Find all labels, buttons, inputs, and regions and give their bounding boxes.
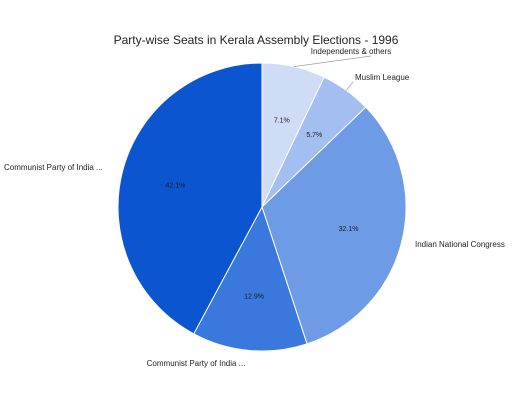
leader-line — [346, 81, 354, 91]
leader-line — [293, 55, 372, 67]
pie-slice — [261, 106, 407, 345]
slice-percent-label: 12.9% — [244, 293, 264, 300]
slice-category-label: Communist Party of India ... — [4, 163, 103, 172]
pie-slice — [193, 205, 308, 352]
slice-percent-label: 5.7% — [306, 132, 322, 139]
pie-slice — [117, 62, 263, 335]
slice-category-label: Indian National Congress — [415, 240, 505, 249]
slice-percent-label: 7.1% — [274, 117, 290, 124]
slice-category-label: Communist Party of India ... — [147, 359, 246, 368]
slice-percent-label: 42.1% — [165, 183, 185, 190]
chart-title: Party-wise Seats in Kerala Assembly Elec… — [113, 33, 399, 47]
slice-category-label: Independents & others — [311, 47, 392, 56]
slice-category-label: Muslim League — [355, 73, 410, 82]
slice-percent-label: 32.1% — [339, 226, 359, 233]
